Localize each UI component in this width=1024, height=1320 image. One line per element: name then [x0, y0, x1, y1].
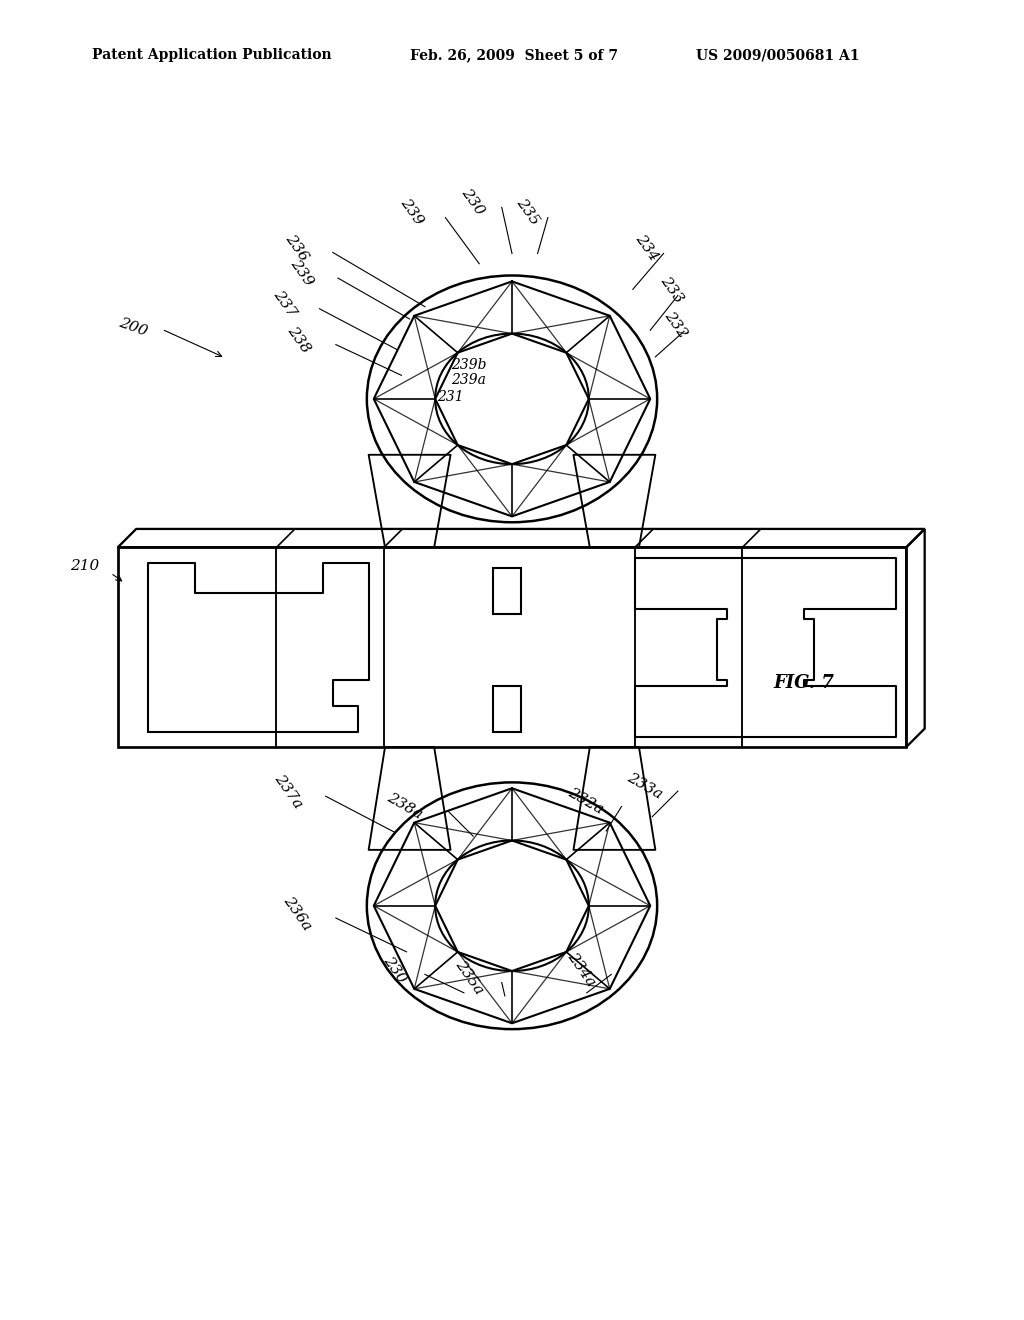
Text: Feb. 26, 2009  Sheet 5 of 7: Feb. 26, 2009 Sheet 5 of 7: [410, 49, 617, 62]
Text: 239: 239: [288, 257, 316, 289]
Text: 238: 238: [285, 323, 313, 355]
Text: 239a: 239a: [452, 374, 486, 388]
Text: 200: 200: [117, 315, 150, 339]
Bar: [493, 685, 521, 731]
Text: 232: 232: [662, 309, 690, 341]
Text: 230: 230: [459, 185, 487, 218]
Text: US 2009/0050681 A1: US 2009/0050681 A1: [696, 49, 860, 62]
Text: 231: 231: [437, 389, 464, 404]
Text: Patent Application Publication: Patent Application Publication: [92, 49, 332, 62]
Text: 235a: 235a: [453, 958, 485, 997]
Text: FIG. 7: FIG. 7: [773, 673, 835, 692]
Text: 239b: 239b: [452, 358, 486, 372]
Text: 236: 236: [283, 231, 311, 263]
Text: 233: 233: [657, 273, 686, 305]
Text: 210: 210: [71, 558, 99, 573]
Text: 234a: 234a: [565, 949, 598, 989]
Text: 230: 230: [380, 953, 409, 985]
Text: 236a: 236a: [281, 894, 313, 933]
Text: 237a: 237a: [272, 771, 305, 810]
Text: 235: 235: [513, 195, 542, 227]
Text: 237: 237: [270, 288, 299, 319]
Text: 232a: 232a: [565, 785, 606, 817]
Text: 233a: 233a: [625, 771, 666, 801]
Text: 234: 234: [633, 231, 662, 263]
Text: 239: 239: [397, 195, 426, 227]
Bar: [493, 568, 521, 614]
Text: 238a: 238a: [384, 791, 425, 822]
